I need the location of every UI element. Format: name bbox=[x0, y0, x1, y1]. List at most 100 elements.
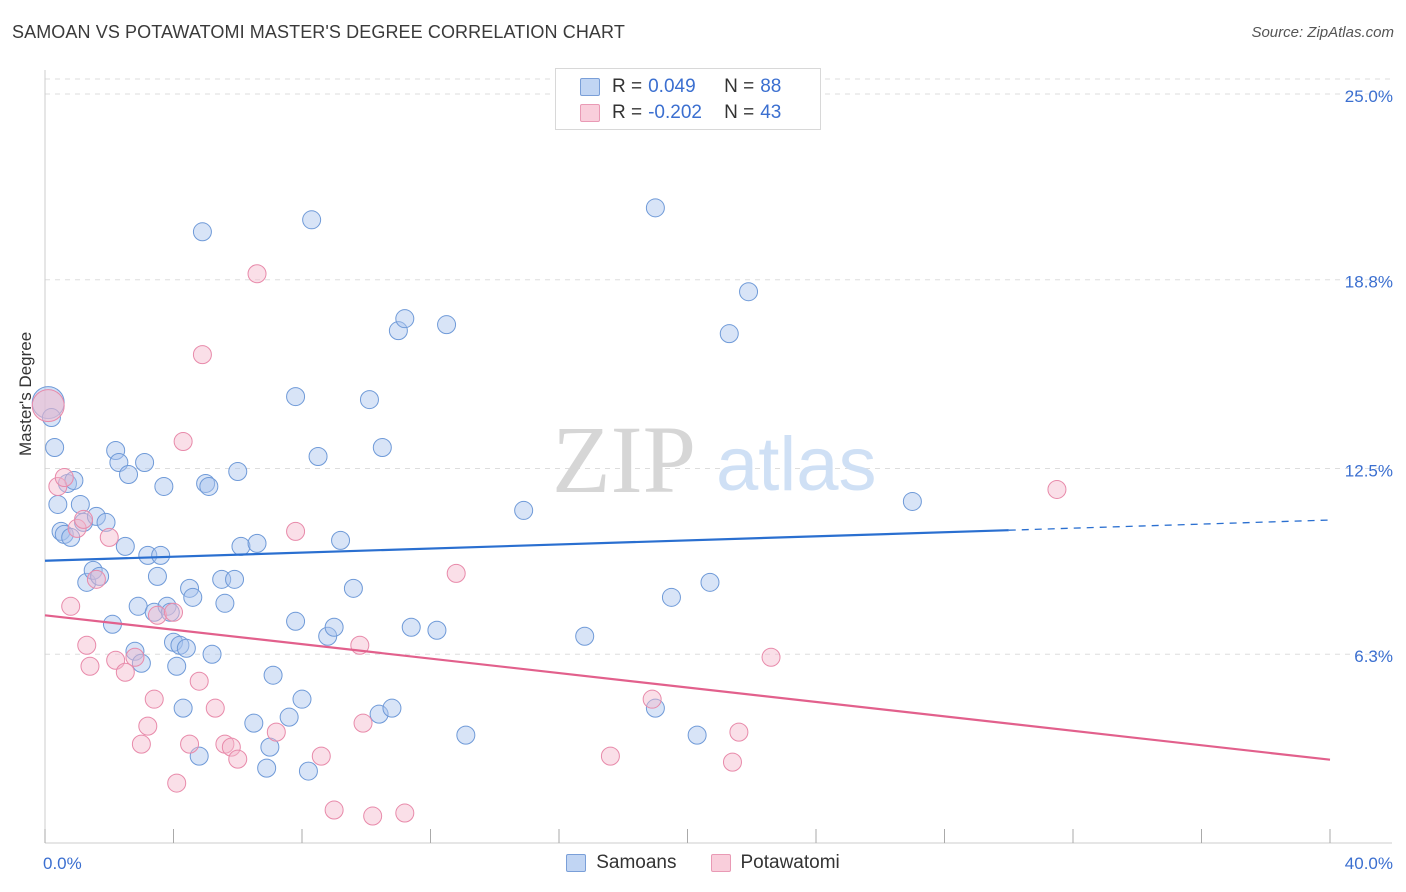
samoan-point bbox=[96, 512, 116, 532]
samoan-point bbox=[279, 707, 299, 727]
samoan-point bbox=[298, 761, 318, 781]
samoan-point bbox=[331, 530, 351, 550]
samoan-trend-line bbox=[44, 529, 1009, 562]
axes bbox=[44, 70, 1392, 844]
x-tick-label: 40.0% bbox=[1345, 854, 1393, 873]
samoan-point bbox=[45, 438, 65, 458]
samoan-point bbox=[147, 566, 167, 586]
potawatomi-point bbox=[99, 527, 119, 547]
potawatomi-point bbox=[761, 647, 781, 667]
potawatomi-point bbox=[247, 264, 267, 284]
source-label: Source: ZipAtlas.com bbox=[1251, 24, 1394, 41]
legend-item-potawatomi[interactable]: Potawatomi bbox=[710, 852, 840, 874]
samoan-point bbox=[257, 758, 277, 778]
samoan-point bbox=[151, 545, 171, 565]
samoan-point bbox=[514, 500, 534, 520]
y-tick-label: 18.8% bbox=[1345, 273, 1393, 292]
n-value: 88 bbox=[760, 76, 782, 97]
potawatomi-point bbox=[192, 345, 212, 365]
potawatomi-point bbox=[722, 752, 742, 772]
potawatomi-point bbox=[164, 602, 183, 622]
potawatomi-point bbox=[221, 737, 241, 757]
r-label: R = bbox=[612, 102, 643, 123]
x-tick-label: 0.0% bbox=[43, 854, 82, 873]
potawatomi-point bbox=[642, 689, 662, 709]
n-label: N = bbox=[724, 102, 755, 123]
samoan-point bbox=[173, 698, 193, 718]
y-tick-labels: 6.3% 12.5% 18.8% 25.0% bbox=[1345, 87, 1393, 666]
potawatomi-trend-line bbox=[44, 614, 1331, 761]
samoan-point bbox=[427, 620, 447, 640]
potawatomi-point bbox=[54, 467, 74, 487]
potawatomi-point bbox=[131, 734, 151, 754]
potawatomi-point bbox=[125, 647, 145, 667]
samoan-point bbox=[645, 198, 665, 218]
samoan-point bbox=[700, 572, 720, 592]
samoan-point bbox=[456, 725, 476, 745]
samoan-point bbox=[395, 309, 415, 329]
samoan-point bbox=[359, 390, 379, 410]
samoan-point bbox=[144, 602, 164, 622]
potawatomi-point bbox=[144, 689, 164, 709]
samoan-point bbox=[125, 641, 145, 661]
samoan-point bbox=[369, 704, 389, 724]
samoan-point bbox=[176, 638, 196, 658]
samoan-points bbox=[31, 198, 922, 781]
samoan-point bbox=[225, 569, 245, 589]
samoan-point bbox=[231, 536, 251, 556]
potawatomi-point bbox=[205, 698, 225, 718]
samoan-point bbox=[308, 447, 328, 466]
correlation-legend: R = 0.049 N = 88 R = -0.202 N = 43 bbox=[555, 68, 821, 130]
samoan-point bbox=[902, 491, 922, 511]
samoan-point bbox=[286, 611, 306, 631]
watermark-atlas: atlas bbox=[716, 422, 877, 507]
samoan-point bbox=[292, 689, 312, 709]
legend-item-samoans[interactable]: Samoans bbox=[566, 852, 677, 874]
samoan-point bbox=[382, 698, 402, 718]
potawatomi-point bbox=[31, 389, 65, 423]
samoan-point bbox=[202, 644, 222, 664]
samoan-point bbox=[575, 626, 595, 646]
potawatomi-point bbox=[395, 803, 415, 823]
samoan-trend-extension bbox=[1008, 519, 1331, 531]
samoan-point bbox=[661, 587, 681, 607]
potawatomi-point bbox=[138, 716, 158, 736]
samoan-point bbox=[48, 494, 68, 514]
samoan-point bbox=[388, 321, 408, 341]
r-value: -0.202 bbox=[648, 102, 702, 123]
trend-lines bbox=[44, 519, 1331, 761]
n-label: N = bbox=[724, 76, 755, 97]
y-tick-label: 6.3% bbox=[1354, 647, 1393, 666]
legend-label-potawatomi: Potawatomi bbox=[740, 852, 840, 873]
samoan-point bbox=[154, 476, 174, 496]
legend-label-samoans: Samoans bbox=[596, 852, 677, 873]
potawatomi-point bbox=[353, 713, 373, 733]
samoan-point bbox=[401, 617, 421, 637]
watermark-zip: ZIP bbox=[552, 406, 696, 513]
r-label: R = bbox=[612, 76, 643, 97]
legend-row-samoans: R = 0.049 N = 88 bbox=[580, 75, 781, 99]
samoan-point bbox=[437, 315, 457, 335]
potawatomi-swatch bbox=[710, 854, 731, 872]
potawatomi-point bbox=[729, 722, 749, 742]
potawatomi-point bbox=[80, 656, 100, 676]
samoan-point bbox=[183, 587, 203, 607]
potawatomi-point bbox=[228, 749, 248, 769]
y-axis-label: Master's Degree bbox=[16, 331, 35, 456]
samoan-point bbox=[115, 536, 135, 556]
y-tick-label: 12.5% bbox=[1345, 461, 1393, 480]
x-tick-labels: 0.0% 40.0% bbox=[43, 854, 1393, 873]
samoan-point bbox=[247, 533, 267, 553]
series-legend: Samoans Potawatomi bbox=[0, 852, 1406, 874]
samoan-point bbox=[167, 656, 187, 676]
potawatomi-point bbox=[286, 521, 306, 541]
potawatomi-swatch bbox=[580, 104, 600, 122]
potawatomi-point bbox=[311, 746, 331, 766]
potawatomi-point bbox=[1047, 479, 1067, 499]
potawatomi-point bbox=[446, 563, 466, 583]
gridlines bbox=[45, 78, 1395, 655]
potawatomi-point bbox=[180, 734, 200, 754]
samoan-point bbox=[286, 387, 306, 407]
potawatomi-point bbox=[115, 662, 135, 682]
